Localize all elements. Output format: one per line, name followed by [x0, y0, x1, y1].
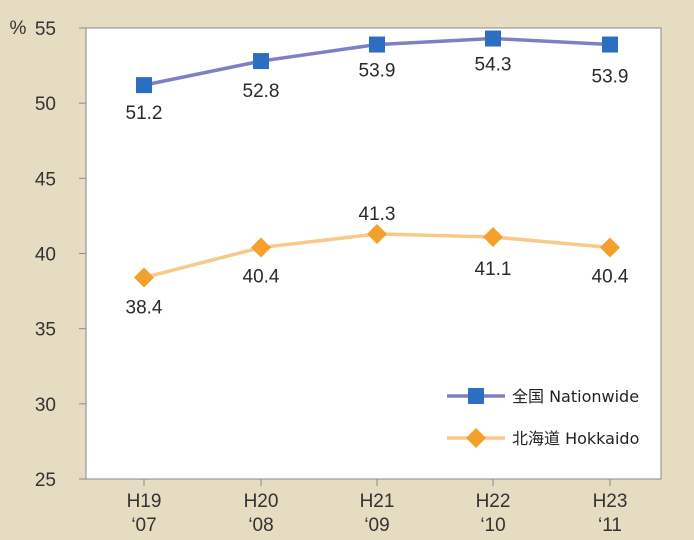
- y-tick-label: 40: [35, 245, 56, 266]
- data-label: 52.8: [243, 81, 280, 102]
- legend-label: 北海道 Hokkaido: [512, 429, 639, 448]
- y-axis-ticks: 25 30 35 40 45 50 55: [35, 19, 86, 491]
- data-label: 54.3: [475, 55, 512, 76]
- x-tick-label-era: H23: [593, 491, 628, 512]
- legend-marker: [468, 388, 484, 404]
- data-label: 41.3: [359, 204, 396, 225]
- data-point-marker: [483, 226, 503, 247]
- data-label: 41.1: [475, 259, 512, 280]
- data-point-marker: [485, 30, 501, 47]
- data-point-marker: [251, 237, 271, 258]
- data-point-marker: [369, 36, 385, 53]
- x-tick-label-year: ‘08: [248, 515, 273, 536]
- legend-label: 全国 Nationwide: [512, 387, 639, 406]
- x-tick-label-era: H19: [127, 491, 162, 512]
- y-tick-label: 25: [35, 470, 56, 491]
- y-unit-label: %: [10, 18, 27, 39]
- y-tick-label: 55: [35, 19, 56, 40]
- data-point-marker: [367, 223, 387, 244]
- data-point-marker: [600, 237, 620, 258]
- data-label: 40.4: [243, 266, 280, 287]
- x-tick-label-year: ‘11: [598, 515, 622, 536]
- y-tick-label: 45: [35, 169, 56, 190]
- data-label: 51.2: [126, 103, 163, 124]
- x-axis-ticks: H19 ‘07 H20 ‘08 H21 ‘09 H22 ‘10 H23 ‘11: [127, 479, 628, 536]
- data-point-marker: [136, 77, 152, 94]
- data-point-marker: [253, 53, 269, 70]
- data-point-marker: [602, 36, 618, 53]
- y-tick-label: 35: [35, 320, 56, 341]
- data-label: 40.4: [592, 266, 629, 287]
- x-tick-label-era: H20: [244, 491, 279, 512]
- data-point-marker: [134, 267, 154, 288]
- series-nationwide: 51.2 52.8 53.9 54.3 53.9: [126, 30, 629, 124]
- series-hokkaido: 38.4 40.4 41.3 41.1 40.4: [126, 204, 629, 319]
- plot-area: [85, 27, 662, 480]
- legend-marker: [466, 428, 486, 448]
- x-tick-label-year: ‘07: [131, 515, 156, 536]
- x-tick-label-era: H22: [476, 491, 511, 512]
- x-tick-label-era: H21: [360, 491, 395, 512]
- y-tick-label: 50: [35, 94, 56, 115]
- data-label: 53.9: [592, 67, 629, 88]
- x-tick-label-year: ‘10: [480, 515, 505, 536]
- series-layer: 51.2 52.8 53.9 54.3 53.9 38.4 40.4 41.3 41.1 40.4: [126, 30, 629, 319]
- legend: 全国 Nationwide 北海道 Hokkaido: [447, 387, 639, 448]
- data-label: 53.9: [359, 61, 396, 82]
- data-label: 38.4: [126, 298, 163, 319]
- x-tick-label-year: ‘09: [364, 515, 389, 536]
- y-tick-label: 30: [35, 395, 56, 416]
